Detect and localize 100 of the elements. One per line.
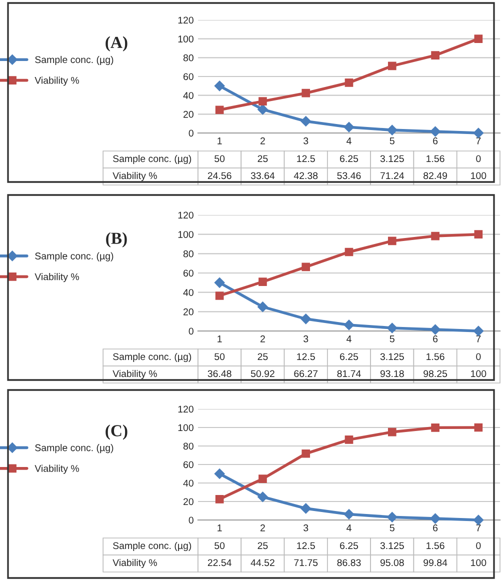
y-tick-label: 100 xyxy=(178,231,194,238)
data-label: 71.24 xyxy=(380,172,404,180)
point xyxy=(387,124,398,136)
y-tick-label: 20 xyxy=(184,110,194,118)
x-tick-label: 2 xyxy=(260,137,265,144)
data-label: 1.56 xyxy=(426,155,444,162)
data-label: 1.56 xyxy=(426,353,444,360)
point xyxy=(344,78,354,87)
x-tick-label: 6 xyxy=(433,524,438,532)
point xyxy=(302,262,310,272)
legend-label: Viability % xyxy=(34,76,79,86)
y-tick-label: 60 xyxy=(184,270,194,277)
y-tick-label: 40 xyxy=(183,92,194,99)
text: Viability % xyxy=(112,172,157,182)
point xyxy=(388,428,396,436)
data-label: 50 xyxy=(214,353,225,360)
text: (A) xyxy=(106,36,128,52)
data-label: 6.25 xyxy=(340,353,358,360)
text: Sample conc. (µg) xyxy=(113,154,192,164)
point xyxy=(430,126,440,137)
legend-label: Viability % xyxy=(34,273,79,282)
y-tick-label: 120 xyxy=(178,16,194,24)
data-label: 86.83 xyxy=(337,559,361,566)
point xyxy=(302,88,310,98)
text: Viability % xyxy=(112,558,157,568)
data-label: 3.125 xyxy=(380,353,404,360)
y-tick-label: 20 xyxy=(184,308,194,316)
text: Sample conc. (µg) xyxy=(113,352,192,362)
data-label: 99.84 xyxy=(424,559,448,566)
x-tick-label: 3 xyxy=(304,524,308,532)
point xyxy=(473,326,484,336)
point xyxy=(214,468,225,479)
point xyxy=(344,509,354,520)
point xyxy=(388,62,396,70)
x-tick-label: 2 xyxy=(260,524,265,532)
data-label: 1.56 xyxy=(426,542,444,550)
point xyxy=(387,512,398,522)
point xyxy=(431,51,440,60)
x-tick-label: 2 xyxy=(260,335,265,342)
point xyxy=(474,230,483,238)
text: Sample conc. (µg) xyxy=(113,542,192,552)
legend-label: Sample conc. (µg) xyxy=(35,444,114,454)
data-label: 50 xyxy=(214,155,225,162)
data-label: 25 xyxy=(258,353,268,360)
y-tick-label: 80 xyxy=(183,54,194,62)
y-tick-label: 120 xyxy=(178,212,194,219)
point xyxy=(258,97,267,106)
x-tick-label: 1 xyxy=(218,138,222,144)
x-tick-label: 7 xyxy=(476,524,481,532)
legend-label: Sample conc. (µg) xyxy=(35,252,114,262)
data-label: 44.52 xyxy=(250,559,274,566)
y-tick-label: 40 xyxy=(183,289,194,296)
data-label: 82.49 xyxy=(424,172,447,180)
data-label: 36.48 xyxy=(208,370,232,378)
point xyxy=(302,449,310,458)
x-tick-label: 6 xyxy=(433,137,438,144)
data-label: 3.125 xyxy=(380,155,404,162)
x-tick-label: 4 xyxy=(346,524,352,532)
y-tick-label: 80 xyxy=(183,442,194,450)
x-tick-label: 3 xyxy=(304,137,308,144)
point xyxy=(300,314,311,324)
data-label: 98.25 xyxy=(424,370,448,378)
y-tick-label: 100 xyxy=(178,36,194,42)
legend-label: Sample conc. (µg) xyxy=(35,56,114,66)
x-tick-label: 1 xyxy=(218,336,222,342)
x-tick-label: 6 xyxy=(433,335,438,342)
data-label: 95.08 xyxy=(380,559,404,566)
y-tick-label: 60 xyxy=(184,73,194,80)
x-tick-label: 5 xyxy=(390,336,394,342)
data-label: 25 xyxy=(258,542,268,550)
point xyxy=(214,80,225,92)
point xyxy=(258,302,268,312)
data-label: 22.54 xyxy=(208,559,232,566)
x-tick-label: 4 xyxy=(346,138,352,144)
point xyxy=(388,236,396,246)
data-label: 100 xyxy=(471,559,486,566)
point xyxy=(215,494,224,504)
point xyxy=(214,278,225,288)
point xyxy=(258,492,268,502)
point xyxy=(473,514,484,526)
point xyxy=(474,34,483,43)
point xyxy=(387,322,398,334)
point xyxy=(300,116,311,126)
x-tick-label: 7 xyxy=(476,336,481,342)
point xyxy=(344,436,354,444)
data-label: 24.56 xyxy=(208,172,232,180)
data-label: 81.74 xyxy=(337,370,361,378)
data-label: 12.5 xyxy=(297,353,315,360)
point xyxy=(258,474,267,483)
x-tick-label: 7 xyxy=(476,138,481,144)
data-label: 0 xyxy=(476,542,481,550)
data-label: 100 xyxy=(471,172,486,180)
point xyxy=(431,232,440,240)
data-label: 12.5 xyxy=(297,542,315,550)
y-tick-label: 100 xyxy=(178,424,194,432)
data-label: 33.64 xyxy=(250,172,275,180)
data-label: 66.27 xyxy=(294,370,318,378)
data-label: 6.25 xyxy=(340,542,358,550)
y-tick-label: 0 xyxy=(188,328,194,335)
point xyxy=(430,324,440,335)
